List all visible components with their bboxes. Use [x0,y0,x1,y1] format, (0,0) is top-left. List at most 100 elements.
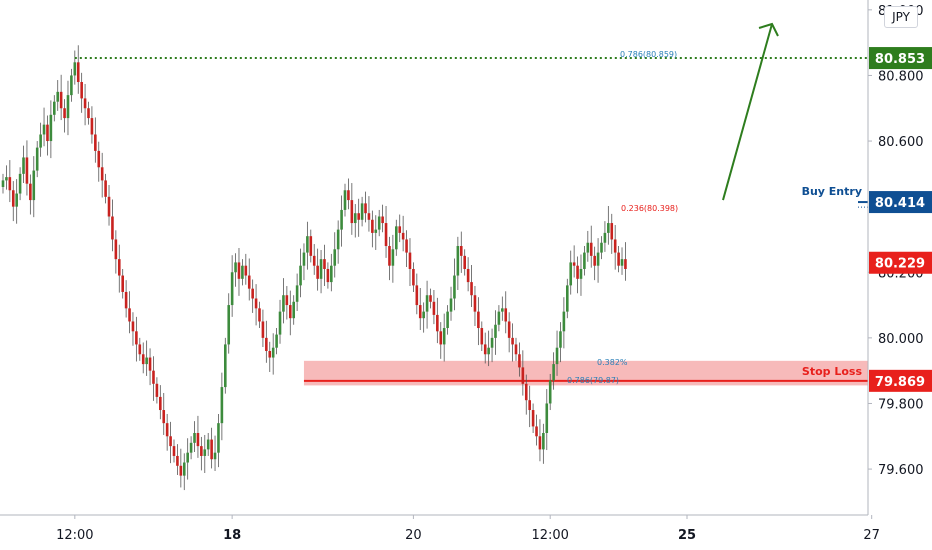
candle-body [1,180,5,187]
candle-body [244,265,248,276]
stop-badge [869,369,932,392]
candle-body [162,410,166,424]
candle-body [312,255,316,266]
candle-body [258,308,261,322]
candle-body [487,347,490,355]
candle-body [159,396,162,411]
candle-body [8,177,12,191]
candle-body [247,275,251,289]
candle-body [316,265,319,279]
candle-body [29,183,32,201]
candle-body [11,190,15,207]
annotation-layer: 0.786(80.859) Buy Entry 0.236(80.398) Stop … [74,22,868,385]
candle-body [124,291,128,309]
candle-body [35,147,39,171]
price-tick-label: 79.600 [878,463,924,478]
candle-body [497,311,501,325]
candle-body [18,173,22,194]
candle-body [446,311,449,329]
candle-body [459,246,463,256]
candle-body [22,157,25,174]
candle-body [25,157,29,184]
price-tick-label: 80.800 [878,69,924,84]
candle-body [15,193,18,207]
candle-body [501,308,504,312]
time-tick-label: 12:00 [531,528,568,543]
candle-body [466,268,470,283]
candle-body [473,295,477,312]
candle-body [429,295,432,302]
candle-body [408,252,412,269]
target-badge [869,47,932,70]
candle-body [42,124,46,135]
time-tick-label: 20 [405,528,422,543]
price-badges: 80.853 80.414 80.229 79.869 [869,47,932,392]
candle-body [179,465,183,476]
entry-badge-label: 80.414 [875,196,925,211]
candle-body [107,196,111,217]
candle-body [282,295,285,312]
candle-body [490,337,494,348]
candle-body [353,213,357,224]
candle-body [70,75,73,96]
candle-body [87,108,90,119]
candle-body [145,357,148,365]
candle-body [559,331,562,348]
candle-body [576,265,579,279]
candle-body [169,436,172,447]
candle-body [436,314,439,332]
candle-body [586,242,590,253]
candle-body [381,216,384,224]
candle-body [59,91,63,109]
candle-body [350,200,354,224]
candle-body [268,350,272,358]
candle-body [596,252,600,266]
candle-body [360,203,364,220]
candle-body [152,370,155,384]
candle-body [237,262,241,279]
candle-body [172,446,176,456]
candle-body [104,180,107,197]
candle-body [46,124,49,142]
projection-arrowhead [758,22,779,37]
candle-body [535,426,538,437]
candle-body [412,268,415,286]
candle-body [83,98,87,109]
candle-body [607,223,610,233]
candle-body [439,331,443,345]
candlestick-series [1,45,627,491]
candle-body [395,226,398,250]
candle-body [176,455,179,466]
candle-body [326,268,330,283]
candle-body [364,203,367,214]
candle-body [391,249,395,266]
candle-body [155,383,159,397]
currency-label[interactable]: JPY [884,6,918,28]
candle-body [552,364,555,381]
candle-body [545,403,549,433]
current-badge-label: 80.229 [875,257,925,272]
candle-body [514,344,518,355]
candle-body [589,242,593,256]
stop-loss-label: Stop Loss [802,365,863,378]
stop-fib-label-a: 0.382% [597,358,628,367]
candle-body [432,301,436,315]
candle-body [213,452,217,460]
candle-body [230,272,234,306]
candle-body [309,236,313,256]
candle-body [200,446,203,456]
candle-body [456,246,460,276]
candle-body [401,232,405,240]
target-fib-label: 0.786(80.859) [620,50,677,59]
candle-body [148,357,152,371]
candle-body [5,177,8,181]
candle-body [131,321,135,332]
price-tick-label: 79.800 [878,397,924,412]
candle-body [333,249,337,266]
candle-body [73,62,77,76]
candle-body [593,255,596,266]
candle-body [182,462,186,476]
time-tick-label: 18 [223,528,241,543]
candle-body [507,321,511,338]
